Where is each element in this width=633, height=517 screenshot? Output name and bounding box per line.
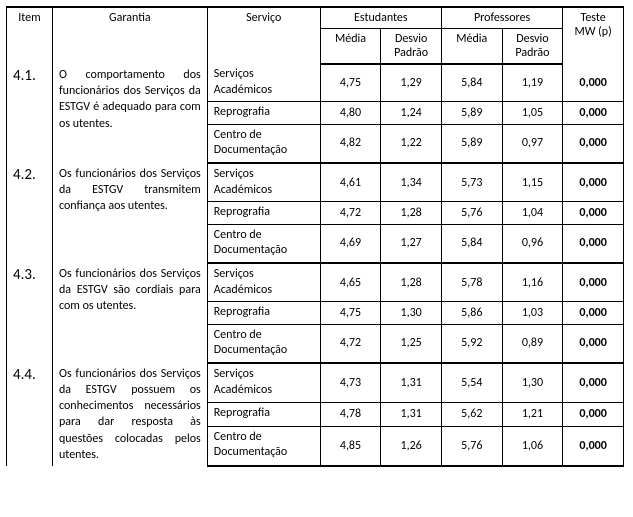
prof-desvio: 1,21 xyxy=(502,403,563,426)
prof-desvio: 1,06 xyxy=(502,426,563,466)
prof-desvio: 0,96 xyxy=(502,224,563,263)
servico-cell: Reprografia xyxy=(207,102,320,125)
table-row: 4.3.Os funcionários dos Serviços da ESTG… xyxy=(7,263,624,302)
prof-media: 5,54 xyxy=(441,363,502,403)
item-id: 4.1. xyxy=(7,64,53,163)
est-media: 4,72 xyxy=(320,324,381,363)
prof-desvio: 1,15 xyxy=(502,163,563,202)
servico-cell: Centro de Documentação xyxy=(207,426,320,466)
garantia-text: Os funcionários dos Serviços da ESTGV tr… xyxy=(53,163,208,263)
col-professores: Professores xyxy=(441,7,562,29)
table-body: 4.1.O comportamento dos funcionários dos… xyxy=(7,64,624,466)
est-desvio: 1,28 xyxy=(381,263,442,302)
prof-desvio: 1,30 xyxy=(502,363,563,403)
prof-media: 5,78 xyxy=(441,263,502,302)
item-id: 4.2. xyxy=(7,163,53,263)
servico-cell: Reprografia xyxy=(207,202,320,225)
table-row: 4.1.O comportamento dos funcionários dos… xyxy=(7,64,624,102)
est-media: 4,73 xyxy=(320,363,381,403)
est-media: 4,80 xyxy=(320,102,381,125)
teste-mw: 0,000 xyxy=(563,363,624,403)
est-desvio: 1,27 xyxy=(381,224,442,263)
table-row: 4.2.Os funcionários dos Serviços da ESTG… xyxy=(7,163,624,202)
prof-media: 5,89 xyxy=(441,124,502,163)
col-item: Item xyxy=(7,7,53,64)
est-desvio: 1,28 xyxy=(381,202,442,225)
est-desvio: 1,25 xyxy=(381,324,442,363)
servico-cell: Serviços Académicos xyxy=(207,263,320,302)
prof-media: 5,84 xyxy=(441,64,502,102)
est-media: 4,69 xyxy=(320,224,381,263)
col-prof-desvio: Desvio Padrão xyxy=(502,29,563,65)
servico-cell: Centro de Documentação xyxy=(207,124,320,163)
servico-cell: Serviços Académicos xyxy=(207,363,320,403)
teste-mw: 0,000 xyxy=(563,426,624,466)
est-media: 4,61 xyxy=(320,163,381,202)
col-garantia: Garantia xyxy=(53,7,208,64)
est-media: 4,72 xyxy=(320,202,381,225)
est-desvio: 1,31 xyxy=(381,363,442,403)
servico-cell: Centro de Documentação xyxy=(207,324,320,363)
teste-mw: 0,000 xyxy=(563,403,624,426)
teste-mw: 0,000 xyxy=(563,64,624,102)
servico-cell: Serviços Académicos xyxy=(207,64,320,102)
est-desvio: 1,26 xyxy=(381,426,442,466)
est-media: 4,78 xyxy=(320,403,381,426)
est-media: 4,65 xyxy=(320,263,381,302)
garantia-text: Os funcionários dos Serviços da ESTGV po… xyxy=(53,363,208,466)
teste-mw: 0,000 xyxy=(563,202,624,225)
prof-media: 5,76 xyxy=(441,202,502,225)
teste-mw: 0,000 xyxy=(563,163,624,202)
teste-mw: 0,000 xyxy=(563,324,624,363)
col-est-media: Média xyxy=(320,29,381,65)
col-estudantes: Estudantes xyxy=(320,7,441,29)
est-desvio: 1,24 xyxy=(381,102,442,125)
prof-media: 5,89 xyxy=(441,102,502,125)
prof-desvio: 1,05 xyxy=(502,102,563,125)
table-row: 4.4.Os funcionários dos Serviços da ESTG… xyxy=(7,363,624,403)
servico-cell: Serviços Académicos xyxy=(207,163,320,202)
teste-mw: 0,000 xyxy=(563,124,624,163)
prof-media: 5,76 xyxy=(441,426,502,466)
garantia-table: Item Garantia Serviço Estudantes Profess… xyxy=(6,6,624,467)
prof-desvio: 1,16 xyxy=(502,263,563,302)
col-prof-media: Média xyxy=(441,29,502,65)
est-desvio: 1,34 xyxy=(381,163,442,202)
prof-desvio: 0,97 xyxy=(502,124,563,163)
est-media: 4,82 xyxy=(320,124,381,163)
teste-mw: 0,000 xyxy=(563,263,624,302)
garantia-text: Os funcionários dos Serviços da ESTGV sã… xyxy=(53,263,208,363)
prof-media: 5,73 xyxy=(441,163,502,202)
prof-media: 5,86 xyxy=(441,302,502,325)
est-media: 4,75 xyxy=(320,302,381,325)
item-id: 4.3. xyxy=(7,263,53,363)
est-desvio: 1,29 xyxy=(381,64,442,102)
col-est-desvio: Desvio Padrão xyxy=(381,29,442,65)
est-desvio: 1,31 xyxy=(381,403,442,426)
prof-desvio: 0,89 xyxy=(502,324,563,363)
col-teste-mw: Teste MW (p) xyxy=(563,7,624,64)
prof-desvio: 1,19 xyxy=(502,64,563,102)
teste-mw: 0,000 xyxy=(563,224,624,263)
prof-desvio: 1,03 xyxy=(502,302,563,325)
prof-media: 5,62 xyxy=(441,403,502,426)
col-servico: Serviço xyxy=(207,7,320,64)
est-desvio: 1,22 xyxy=(381,124,442,163)
table-header: Item Garantia Serviço Estudantes Profess… xyxy=(7,7,624,64)
est-media: 4,85 xyxy=(320,426,381,466)
item-id: 4.4. xyxy=(7,363,53,466)
garantia-text: O comportamento dos funcionários dos Ser… xyxy=(53,64,208,163)
est-media: 4,75 xyxy=(320,64,381,102)
servico-cell: Centro de Documentação xyxy=(207,224,320,263)
teste-mw: 0,000 xyxy=(563,102,624,125)
est-desvio: 1,30 xyxy=(381,302,442,325)
teste-mw: 0,000 xyxy=(563,302,624,325)
servico-cell: Reprografia xyxy=(207,403,320,426)
prof-media: 5,84 xyxy=(441,224,502,263)
prof-desvio: 1,04 xyxy=(502,202,563,225)
prof-media: 5,92 xyxy=(441,324,502,363)
servico-cell: Reprografia xyxy=(207,302,320,325)
